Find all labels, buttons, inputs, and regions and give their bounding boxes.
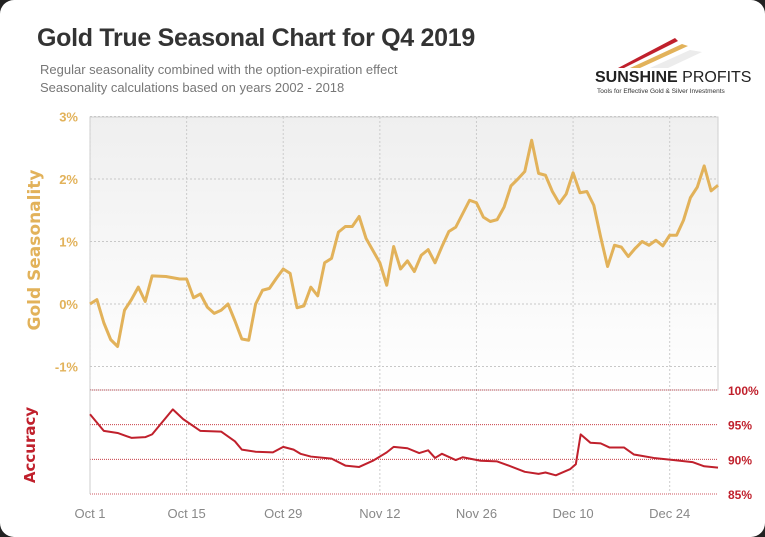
sunshine-profits-logo-icon <box>618 38 702 68</box>
accuracy-y-tick-label: 85% <box>728 488 752 502</box>
top-plot-area <box>89 116 719 391</box>
accuracy-y-tick-label: 95% <box>728 419 752 433</box>
logo-name: SUNSHINE PROFITS <box>595 69 752 86</box>
gold-y-axis-label: Gold Seasonality <box>25 169 45 330</box>
logo-tagline: Tools for Effective Gold & Silver Invest… <box>597 88 725 95</box>
accuracy-y-axis-label: Accuracy <box>21 407 39 483</box>
subtitle-line-1: Regular seasonality combined with the op… <box>40 62 398 77</box>
chart-title: Gold True Seasonal Chart for Q4 2019 <box>37 24 475 52</box>
x-tick-label: Dec 24 <box>649 506 690 521</box>
x-tick-label: Dec 10 <box>552 506 593 521</box>
accuracy-y-tick-label: 100% <box>728 384 759 398</box>
x-tick-label: Oct 15 <box>167 506 205 521</box>
subtitle-line-2: Seasonality calculations based on years … <box>40 80 345 95</box>
gold-y-tick-label: 3% <box>59 110 78 125</box>
gold-y-tick-label: -1% <box>55 360 79 375</box>
gold-y-tick-label: 1% <box>59 235 78 250</box>
accuracy-y-tick-label: 90% <box>728 453 752 467</box>
gold-seasonality-line <box>89 138 719 348</box>
gold-y-tick-label: 0% <box>59 297 78 312</box>
x-tick-label: Nov 12 <box>359 506 400 521</box>
x-tick-label: Nov 26 <box>456 506 497 521</box>
x-tick-label: Oct 29 <box>264 506 302 521</box>
accuracy-line <box>89 408 719 477</box>
x-tick-label: Oct 1 <box>74 506 105 521</box>
gold-y-tick-label: 2% <box>59 172 78 187</box>
